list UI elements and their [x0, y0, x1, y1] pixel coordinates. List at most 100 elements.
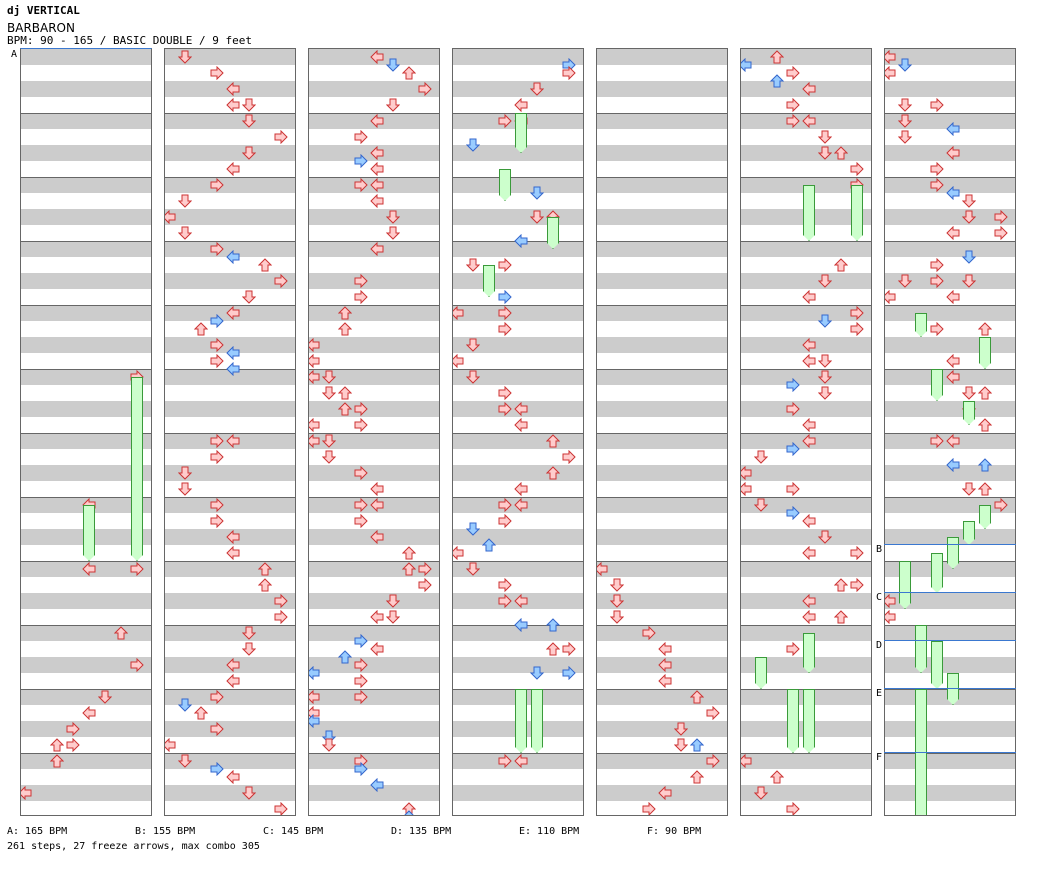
arrow-up-icon [338, 402, 352, 416]
stripe-band [597, 369, 727, 385]
arrow-left-icon [226, 770, 240, 784]
arrow-left-icon [946, 122, 960, 136]
arrow-right-icon [210, 354, 224, 368]
arrow-left-icon [226, 82, 240, 96]
arrow-down-icon [242, 146, 256, 160]
measure-line [885, 433, 1015, 434]
arrow-right-icon [354, 130, 368, 144]
arrow-right-icon [274, 130, 288, 144]
stripe-band [597, 529, 727, 545]
arrow-left-icon [226, 530, 240, 544]
arrow-right-icon [66, 722, 80, 736]
arrow-left-icon [370, 242, 384, 256]
arrow-left-icon [885, 594, 896, 608]
stripe-band [21, 81, 151, 97]
stripe-band [165, 241, 295, 257]
arrow-left-icon [658, 642, 672, 656]
arrow-left-icon [514, 482, 528, 496]
freeze-arrow [931, 369, 943, 401]
stripe-band [885, 625, 1015, 641]
measure-line [597, 241, 727, 242]
measure-line [309, 305, 439, 306]
stripe-band [453, 657, 583, 673]
arrow-left-icon [658, 786, 672, 800]
arrow-right-icon [130, 658, 144, 672]
stripe-band [885, 593, 1015, 609]
arrow-left-icon [802, 546, 816, 560]
chart-column-3 [308, 48, 440, 816]
arrow-up-icon [482, 538, 496, 552]
arrow-right-icon [786, 66, 800, 80]
measure-line [21, 433, 151, 434]
arrow-right-icon [210, 434, 224, 448]
arrow-left-icon [946, 146, 960, 160]
stripe-band [21, 401, 151, 417]
stripe-band [741, 401, 871, 417]
arrow-down-icon [242, 114, 256, 128]
arrow-left-icon [946, 434, 960, 448]
arrow-right-icon [930, 322, 944, 336]
arrow-down-icon [898, 274, 912, 288]
arrow-left-icon [226, 98, 240, 112]
arrow-up-icon [834, 146, 848, 160]
freeze-arrow [915, 313, 927, 337]
arrow-left-icon [82, 562, 96, 576]
arrow-left-icon [453, 354, 464, 368]
arrow-down-icon [530, 82, 544, 96]
arrow-left-icon [802, 338, 816, 352]
arrow-left-icon [946, 458, 960, 472]
stripe-band [309, 369, 439, 385]
stripe-band [165, 177, 295, 193]
stripe-band [597, 337, 727, 353]
stripe-band [309, 337, 439, 353]
arrow-left-icon [370, 178, 384, 192]
stripe-band [453, 337, 583, 353]
stripe-band [453, 145, 583, 161]
arrow-right-icon [930, 98, 944, 112]
arrow-right-icon [786, 402, 800, 416]
stripe-band [741, 145, 871, 161]
arrow-right-icon [930, 162, 944, 176]
arrow-down-icon [530, 186, 544, 200]
arrow-right-icon [354, 466, 368, 480]
measure-line [453, 561, 583, 562]
stripe-band [597, 433, 727, 449]
stripe-band [21, 241, 151, 257]
arrow-up-icon [194, 706, 208, 720]
measure-line [741, 113, 871, 114]
stripe-band [21, 753, 151, 769]
stripe-band [741, 273, 871, 289]
stripe-band [309, 305, 439, 321]
stripe-band [597, 753, 727, 769]
arrow-down-icon [242, 98, 256, 112]
bpm-legend-a: A: 165 BPM [7, 826, 68, 837]
stripe-band [309, 81, 439, 97]
arrow-right-icon [786, 114, 800, 128]
arrow-down-icon [178, 194, 192, 208]
arrow-right-icon [498, 290, 512, 304]
chart-column-2 [164, 48, 296, 816]
measure-line [309, 753, 439, 754]
stripe-band [885, 337, 1015, 353]
arrow-up-icon [546, 642, 560, 656]
arrow-right-icon [354, 154, 368, 168]
arrow-left-icon [946, 370, 960, 384]
stripe-band [165, 625, 295, 641]
arrow-left-icon [309, 690, 320, 704]
measure-line [597, 433, 727, 434]
measure-line [21, 305, 151, 306]
arrow-up-icon [690, 690, 704, 704]
arrow-right-icon [786, 442, 800, 456]
arrow-down-icon [466, 138, 480, 152]
measure-line [885, 753, 1015, 754]
arrow-down-icon [178, 466, 192, 480]
stripe-band [165, 465, 295, 481]
stripe-band [453, 465, 583, 481]
arrow-down-icon [962, 210, 976, 224]
stripe-band [21, 273, 151, 289]
stripe-band [21, 689, 151, 705]
arrow-left-icon [226, 250, 240, 264]
stripe-band [21, 337, 151, 353]
arrow-left-icon [885, 66, 896, 80]
stripe-band [885, 721, 1015, 737]
